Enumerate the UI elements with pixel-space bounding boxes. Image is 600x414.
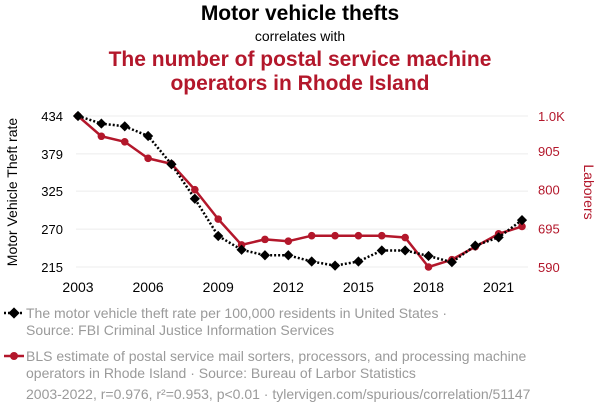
theft-rate-point — [446, 257, 457, 268]
laborers-point — [191, 185, 199, 194]
y-right-tick-label: 695 — [538, 221, 560, 236]
theft-rate-point — [72, 110, 84, 122]
y-left-ticks: 434 379 325 270 215 — [41, 109, 63, 275]
theft-rate-point — [470, 240, 481, 251]
x-tick-label: 2018 — [413, 279, 444, 295]
theft-rate-point — [96, 118, 107, 129]
theft-rate-point — [236, 244, 247, 255]
legend-laborers-line1: BLS estimate of postal service mail sort… — [26, 348, 527, 364]
laborers-point — [307, 231, 316, 240]
laborers-point — [214, 215, 223, 223]
laborers-point — [377, 231, 386, 240]
laborers-point — [331, 231, 339, 240]
y-left-tick-label: 434 — [41, 109, 63, 124]
theft-rate-point — [306, 256, 317, 267]
x-tick-label: 2015 — [343, 279, 374, 295]
gridlines — [76, 115, 528, 268]
x-tick-label: 2021 — [483, 279, 514, 295]
theft-rate-point — [376, 245, 387, 256]
legend-laborers-line2: operators in Rhode Island · Source: Bure… — [26, 365, 416, 381]
legend-marker-theft — [4, 307, 24, 319]
y-left-axis-label: Motor Vehicle Theft rate — [4, 118, 20, 267]
laborers-point — [120, 137, 129, 146]
legend-marker-laborers — [4, 352, 24, 360]
y-right-axis-label: Laborers — [581, 164, 597, 219]
series-laborers-line — [77, 115, 523, 269]
x-tick-label: 2009 — [203, 279, 234, 295]
x-tick-label: 2012 — [273, 279, 304, 295]
theft-rate-point — [213, 230, 224, 242]
chart-subtitle: correlates with — [255, 28, 345, 44]
y-right-ticks: 1.0K 905 800 695 590 — [538, 109, 565, 275]
chart-title: Motor vehicle thefts — [201, 2, 399, 25]
laborers-point — [518, 222, 526, 231]
y-right-tick-label: 905 — [538, 144, 560, 159]
y-left-tick-label: 270 — [41, 222, 63, 237]
y-right-tick-label: 590 — [538, 260, 560, 275]
laborers-point — [424, 263, 433, 271]
theft-rate-point — [353, 256, 364, 267]
laborers-point — [144, 154, 152, 163]
y-left-tick-label: 215 — [41, 260, 63, 275]
laborers-point — [284, 237, 293, 246]
x-tick-label: 2006 — [133, 279, 164, 295]
theft-rate-point — [423, 250, 434, 262]
chart-title2-line2: operators in Rhode Island — [170, 72, 429, 95]
laborers-point — [354, 231, 363, 240]
legend-footer: 2003-2022, r=0.976, r²=0.953, p<0.01 · t… — [26, 386, 531, 402]
theft-rate-point — [283, 250, 294, 261]
laborers-point — [97, 132, 106, 141]
legend: The motor vehicle theft rate per 100,000… — [4, 305, 531, 402]
theft-rate-point — [329, 260, 341, 271]
series-theft-rate — [72, 110, 528, 271]
theft-rate-point — [143, 130, 154, 142]
y-left-tick-label: 325 — [41, 184, 63, 199]
x-ticks: 2003 2006 2009 2012 2015 2018 2021 — [62, 279, 514, 295]
theft-rate-point — [119, 121, 130, 132]
chart-title2-line1: The number of postal service machine — [109, 48, 492, 71]
y-left-tick-label: 379 — [41, 147, 63, 162]
theft-rate-point — [400, 245, 411, 256]
legend-theft-line2: Source: FBI Criminal Justice Information… — [26, 322, 334, 338]
y-right-tick-label: 1.0K — [538, 109, 565, 124]
theft-rate-point — [259, 250, 271, 261]
laborers-point — [401, 233, 409, 242]
theft-rate-point — [493, 232, 504, 243]
laborers-point — [261, 235, 269, 244]
x-tick-label: 2003 — [62, 279, 93, 295]
legend-theft-line1: The motor vehicle theft rate per 100,000… — [26, 305, 447, 321]
y-right-tick-label: 800 — [538, 183, 560, 198]
